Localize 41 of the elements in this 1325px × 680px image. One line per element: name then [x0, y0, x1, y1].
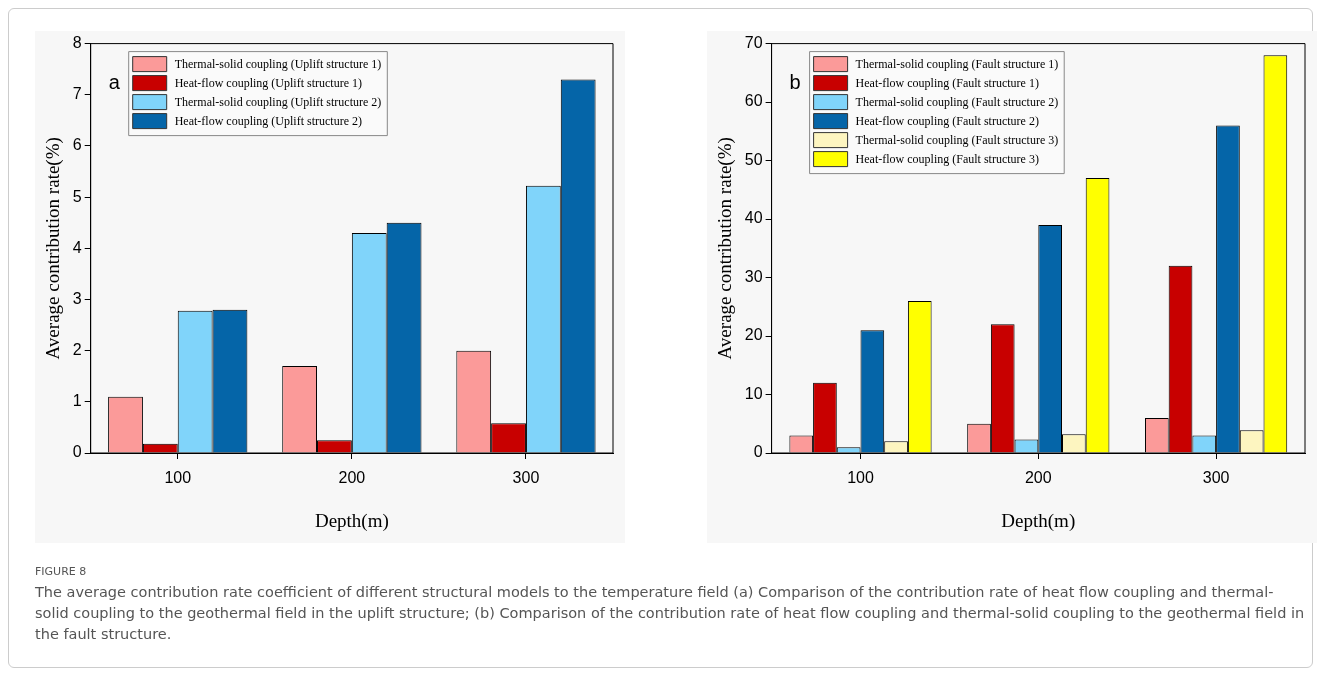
y-tick-label: 60	[744, 92, 763, 110]
legend-label: Heat-flow coupling (Uplift structure 2)	[174, 114, 362, 129]
text: The average contribution rate coefficient of different structural models to the temperature field (a) Comparison of the contribution rate of heat flow coupling and thermal-solid coupling to the geothermal field in the uplift structure; (b) Comparison of the contribution rate of heat flow coupling and thermal-solid coupling to the geothermal field in the fault structure.	[35, 583, 1305, 644]
x-tick-label: 300	[512, 469, 540, 487]
y-tick-label: 7	[72, 85, 82, 103]
legend-label: Heat-flow coupling (Fault structure 1)	[855, 76, 1039, 91]
y-tick-label: 4	[72, 238, 82, 256]
y-tick-label: 70	[744, 34, 763, 52]
x-tick-label: 200	[1024, 469, 1052, 487]
y-tick-label: 40	[744, 209, 763, 227]
y-tick-label: 50	[744, 150, 763, 168]
x-tick-label: 200	[338, 469, 366, 487]
x-tick-label: 100	[164, 469, 192, 487]
y-tick-label: 10	[744, 384, 763, 402]
x-tick-label: 100	[847, 469, 874, 487]
y-axis-title: Average contribution rate(%)	[42, 137, 65, 360]
legend-label: Thermal-solid coupling (Fault structure 2)	[855, 95, 1059, 110]
y-tick-label: 20	[744, 326, 763, 344]
legend-label: Thermal-solid coupling (Uplift structure 1)	[174, 57, 382, 72]
y-tick-label: 1	[72, 392, 82, 410]
legend-label: Heat-flow coupling (Fault structure 3)	[855, 152, 1039, 167]
y-tick-label: 8	[72, 34, 82, 52]
y-tick-label: 3	[72, 289, 82, 307]
text: b	[789, 71, 801, 94]
legend-label: Heat-flow coupling (Uplift structure 1)	[174, 76, 362, 91]
x-axis-title: Depth(m)	[314, 509, 389, 532]
y-axis-title: Average contribution rate(%)	[714, 137, 737, 360]
x-axis-title: Depth(m)	[1001, 509, 1076, 532]
x-tick-label: 300	[1202, 469, 1230, 487]
legend-label: Thermal-solid coupling (Uplift structure 2)	[174, 95, 382, 110]
legend-label: Thermal-solid coupling (Fault structure 3)	[855, 133, 1059, 148]
y-tick-label: 2	[72, 341, 82, 359]
text: a	[108, 71, 121, 94]
legend-label: Thermal-solid coupling (Fault structure 1)	[855, 57, 1059, 72]
legend-label: Heat-flow coupling (Fault structure 2)	[855, 114, 1039, 129]
y-tick-label: 6	[72, 136, 82, 154]
y-tick-label: 0	[72, 443, 82, 461]
y-tick-label: 5	[72, 187, 82, 205]
y-tick-label: 0	[753, 443, 763, 461]
caption: FIGURE 8	[35, 565, 88, 578]
y-tick-label: 30	[744, 267, 763, 285]
